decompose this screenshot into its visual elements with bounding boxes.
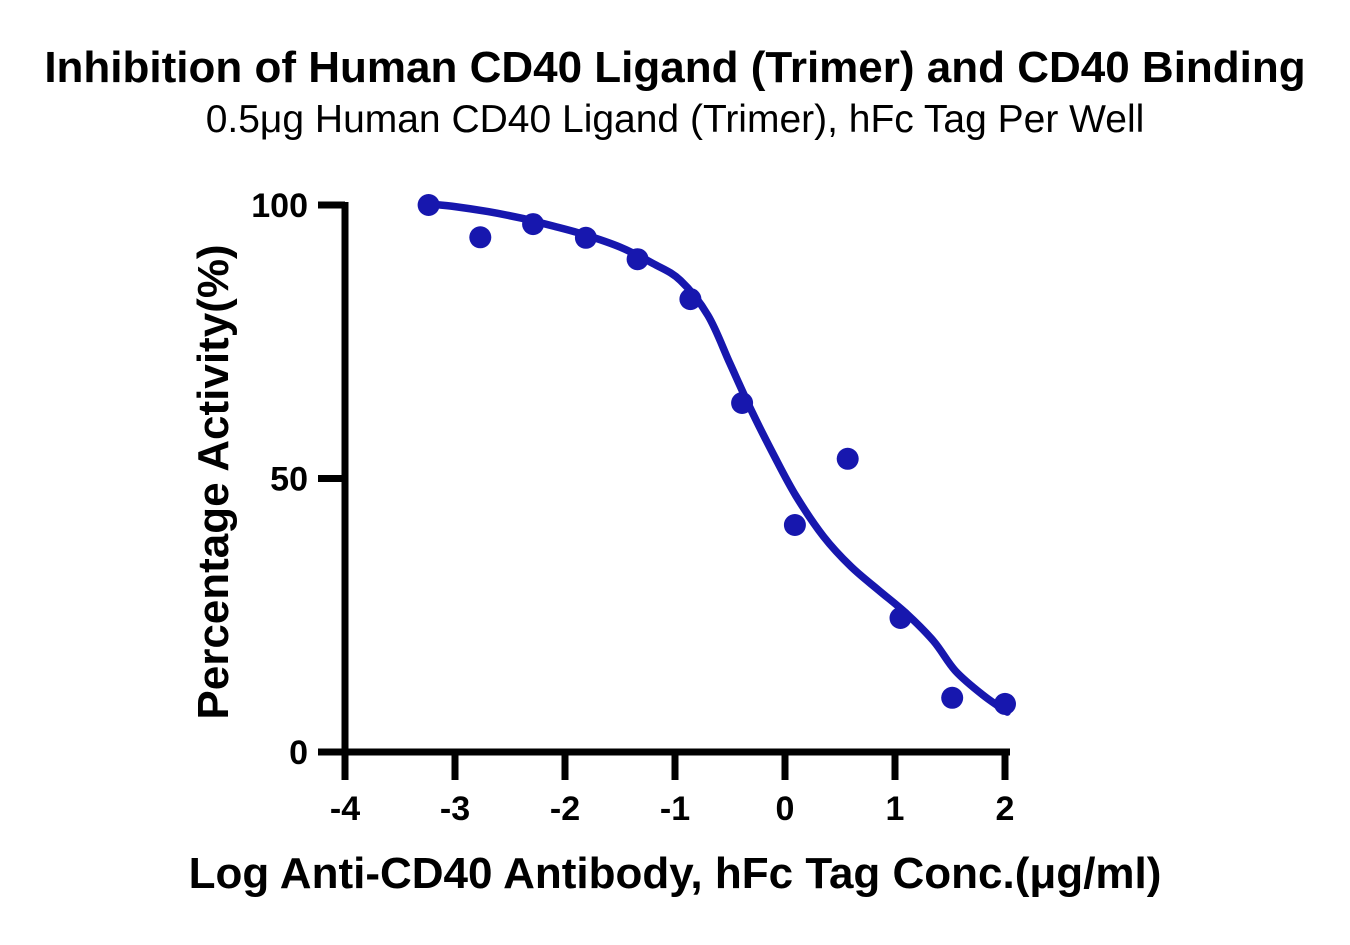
data-point	[574, 226, 597, 249]
x-tick-label: 1	[886, 790, 905, 828]
x-tick-label: -3	[440, 790, 470, 828]
data-point	[994, 692, 1016, 715]
x-tick-label: 0	[776, 790, 795, 828]
x-axis-label: Log Anti-CD40 Antibody, hFc Tag Conc.(μg…	[188, 849, 1162, 898]
y-tick-label: 0	[289, 734, 308, 772]
data-point	[836, 447, 859, 470]
data-point	[783, 514, 806, 536]
y-tick-label: 100	[251, 187, 308, 225]
data-point	[889, 607, 912, 629]
chart-subtitle: 0.5μg Human CD40 Ligand (Trimer), hFc Ta…	[205, 98, 1145, 141]
data-point	[469, 226, 492, 249]
chart-title: Inhibition of Human CD40 Ligand (Trimer)…	[44, 43, 1306, 92]
x-tick-label: -2	[550, 790, 580, 828]
fit-curve	[424, 200, 1011, 716]
x-tick-label: -1	[660, 790, 690, 828]
data-point	[731, 392, 754, 414]
data-point	[417, 194, 440, 216]
data-point	[941, 686, 964, 709]
y-tick-label: 50	[270, 461, 308, 499]
data-point	[679, 288, 702, 311]
data-point	[626, 248, 649, 271]
data-point	[522, 213, 545, 236]
x-tick-label: 2	[996, 790, 1015, 828]
x-tick-label: -4	[330, 790, 360, 828]
